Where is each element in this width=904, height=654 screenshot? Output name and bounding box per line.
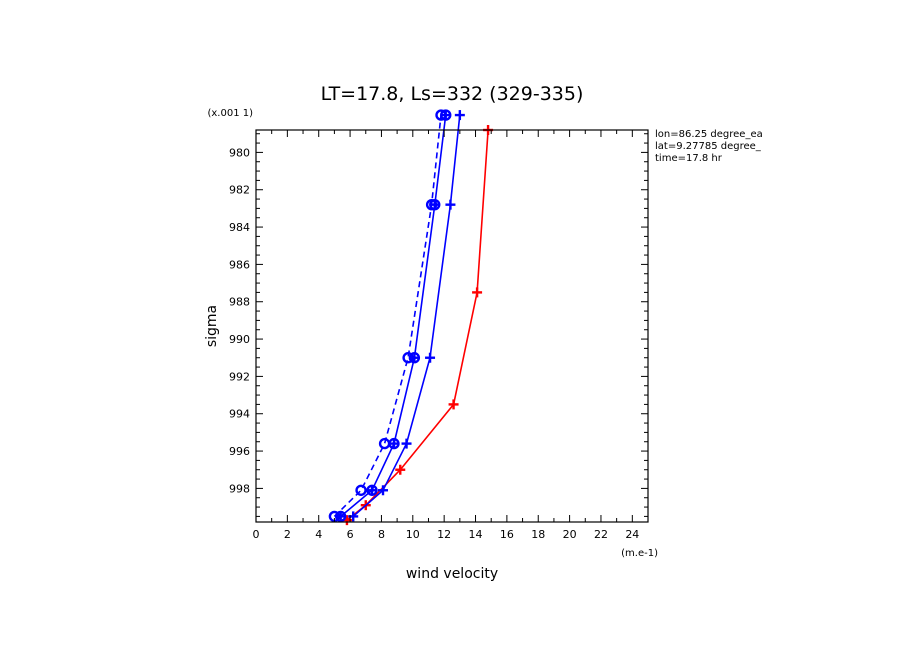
y-tick-label-996: 996: [229, 445, 250, 458]
x-tick-label-0: 0: [253, 528, 260, 541]
annotation-line-2: lat=9.27785 degree_: [655, 141, 762, 152]
series-2-point-2: [378, 485, 389, 496]
x-axis-label: wind velocity: [406, 566, 498, 582]
x-tick-label-24: 24: [625, 528, 639, 541]
y-tick-label-990: 990: [229, 333, 250, 346]
series-3-point-3: [388, 437, 400, 450]
x-tick-label-12: 12: [437, 528, 451, 541]
series-3-point-4: [408, 352, 421, 364]
x-tick-label-4: 4: [315, 528, 322, 541]
series-2-point-3: [401, 438, 412, 449]
y-units-label: (x.001 1): [207, 108, 253, 119]
series-3-point-1: [334, 510, 347, 523]
y-tick-label-980: 980: [229, 146, 250, 159]
y-tick-label-988: 988: [229, 296, 250, 309]
chart-title: LT=17.8, Ls=332 (329-335): [321, 83, 584, 105]
series-4-point-3: [378, 437, 391, 450]
x-units-label: (m.e-1): [621, 548, 658, 559]
axes-layer: [255, 129, 649, 523]
plot-frame: [255, 129, 649, 523]
x-tick-label-18: 18: [531, 528, 545, 541]
y-tick-label-982: 982: [229, 184, 250, 197]
series-2-line: [352, 115, 461, 518]
series-1-point-5: [472, 287, 483, 298]
ticks-layer: 0 2 4 6 8 10 12 14 16 18 20 22 249809829849869889909…: [229, 130, 649, 541]
series-2-point-4: [425, 352, 436, 363]
series-layer: [328, 109, 494, 526]
series-4-point-6: [435, 109, 447, 121]
x-tick-label-8: 8: [378, 528, 385, 541]
series-4-point-2: [355, 484, 367, 496]
x-tick-label-6: 6: [347, 528, 354, 541]
series-1-point-3: [395, 464, 406, 475]
series-4-line: [333, 115, 442, 517]
series-2-point-5: [445, 199, 456, 210]
x-tick-label-10: 10: [406, 528, 420, 541]
x-tick-label-14: 14: [469, 528, 483, 541]
y-tick-label-994: 994: [229, 408, 250, 421]
x-tick-label-20: 20: [563, 528, 577, 541]
y-axis-label: sigma: [204, 305, 220, 347]
series-3-point-2: [366, 484, 378, 496]
y-tick-label-998: 998: [229, 482, 250, 495]
series-3-line: [340, 115, 447, 518]
annotation-line-1: lon=86.25 degree_ea: [655, 129, 763, 140]
series-2-point-6: [454, 110, 465, 121]
y-tick-label-992: 992: [229, 370, 250, 383]
x-tick-label-22: 22: [594, 528, 608, 541]
x-tick-label-2: 2: [284, 528, 291, 541]
series-4-point-5: [425, 198, 438, 211]
y-tick-label-986: 986: [229, 258, 250, 271]
y-tick-label-984: 984: [229, 221, 250, 234]
x-tick-label-16: 16: [500, 528, 514, 541]
series-4-point-4: [402, 352, 414, 364]
series-1-line: [346, 129, 489, 521]
series-1-point-4: [448, 399, 459, 410]
annotation-line-3: time=17.8 hr: [655, 153, 723, 164]
